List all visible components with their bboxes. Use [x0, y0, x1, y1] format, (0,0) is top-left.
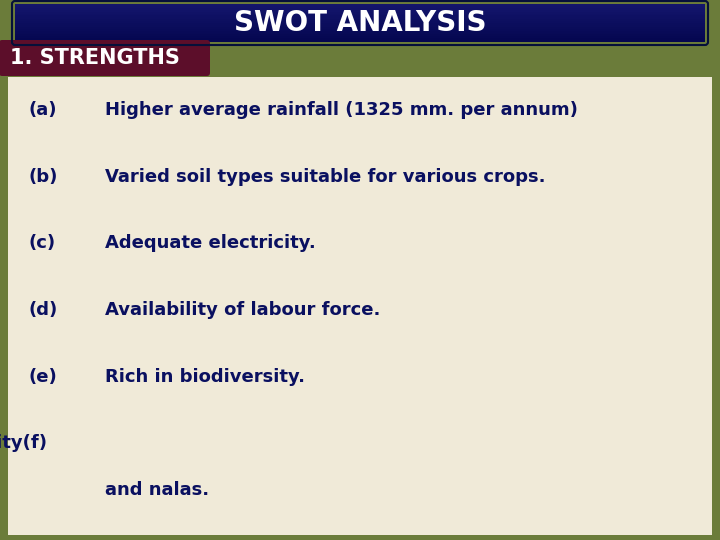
FancyBboxPatch shape — [15, 29, 705, 31]
FancyBboxPatch shape — [15, 32, 705, 35]
FancyBboxPatch shape — [15, 21, 705, 23]
FancyBboxPatch shape — [15, 16, 705, 17]
FancyBboxPatch shape — [15, 40, 705, 42]
FancyBboxPatch shape — [15, 14, 705, 16]
FancyBboxPatch shape — [15, 4, 705, 6]
FancyBboxPatch shape — [15, 11, 705, 14]
Text: (b): (b) — [28, 168, 58, 186]
Text: lity(f): lity(f) — [0, 434, 47, 452]
Text: (d): (d) — [28, 301, 58, 319]
FancyBboxPatch shape — [15, 17, 705, 19]
Text: (a): (a) — [28, 101, 56, 119]
Text: Varied soil types suitable for various crops.: Varied soil types suitable for various c… — [105, 168, 546, 186]
Text: Higher average rainfall (1325 mm. per annum): Higher average rainfall (1325 mm. per an… — [105, 101, 578, 119]
FancyBboxPatch shape — [15, 31, 705, 32]
FancyBboxPatch shape — [15, 10, 705, 11]
Text: (e): (e) — [28, 368, 57, 386]
FancyBboxPatch shape — [15, 27, 705, 29]
FancyBboxPatch shape — [15, 36, 705, 38]
Text: and nalas.: and nalas. — [105, 481, 209, 499]
FancyBboxPatch shape — [15, 35, 705, 36]
FancyBboxPatch shape — [15, 38, 705, 40]
FancyBboxPatch shape — [15, 8, 705, 10]
Text: Adequate electricity.: Adequate electricity. — [105, 234, 316, 252]
Text: Rich in biodiversity.: Rich in biodiversity. — [105, 368, 305, 386]
FancyBboxPatch shape — [15, 23, 705, 25]
Text: SWOT ANALYSIS: SWOT ANALYSIS — [234, 9, 486, 37]
FancyBboxPatch shape — [15, 19, 705, 21]
Text: (c): (c) — [28, 234, 55, 252]
FancyBboxPatch shape — [15, 25, 705, 27]
FancyBboxPatch shape — [0, 40, 210, 76]
FancyBboxPatch shape — [8, 77, 712, 535]
FancyBboxPatch shape — [15, 6, 705, 8]
Text: Availability of labour force.: Availability of labour force. — [105, 301, 380, 319]
Text: 1. STRENGTHS: 1. STRENGTHS — [10, 48, 180, 68]
